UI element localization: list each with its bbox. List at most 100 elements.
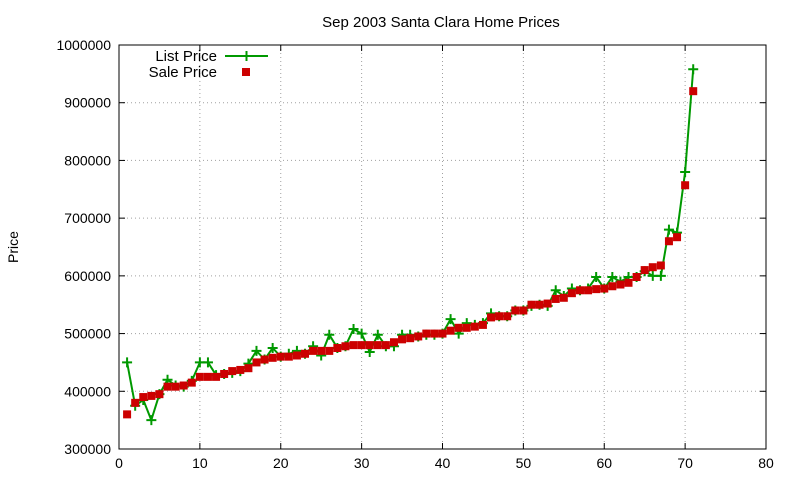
list-price-point xyxy=(251,345,262,356)
sale-price-point xyxy=(454,323,463,332)
sale-price-point xyxy=(260,355,269,364)
chart-title: Sep 2003 Santa Clara Home Prices xyxy=(322,14,560,31)
sale-price-point xyxy=(195,372,204,381)
sale-price-point xyxy=(608,282,617,291)
sale-price-point xyxy=(301,349,310,358)
sale-price-point xyxy=(292,351,301,360)
sale-price-point xyxy=(268,353,277,362)
sale-price-point xyxy=(430,329,439,338)
x-tick-label: 20 xyxy=(273,455,289,471)
list-price-point xyxy=(146,415,157,426)
y-tick-label: 400000 xyxy=(64,383,111,399)
sale-price-point xyxy=(567,289,576,298)
x-tick-label: 60 xyxy=(596,455,612,471)
y-tick-label: 900000 xyxy=(64,95,111,111)
legend-label-sale-price: Sale Price xyxy=(149,64,217,81)
y-axis-label: Price xyxy=(5,231,21,263)
sale-price-point xyxy=(592,285,601,294)
sale-price-point xyxy=(689,87,698,96)
sale-price-point xyxy=(535,300,544,309)
sale-price-point xyxy=(349,341,358,350)
x-tick-label: 50 xyxy=(516,455,532,471)
list-price-point xyxy=(663,224,674,235)
list-price-point xyxy=(372,329,383,340)
sale-price-point xyxy=(276,352,285,361)
sale-price-point xyxy=(478,320,487,329)
sale-price-point xyxy=(171,382,180,391)
sale-price-point xyxy=(648,263,657,272)
sale-price-point xyxy=(187,378,196,387)
sale-price-point xyxy=(438,329,447,338)
list-price-point xyxy=(267,343,278,353)
sale-price-point xyxy=(309,346,318,355)
sale-price-point xyxy=(365,341,374,350)
sale-price-point xyxy=(244,364,253,373)
y-tick-label: 500000 xyxy=(64,326,111,342)
sale-price-point xyxy=(228,367,237,376)
sale-price-point xyxy=(123,410,132,419)
sale-price-point xyxy=(575,286,584,295)
sale-price-point xyxy=(406,334,415,343)
sale-price-point xyxy=(616,280,625,289)
sale-price-point xyxy=(600,284,609,293)
sale-price-point xyxy=(212,372,221,381)
list-price-point xyxy=(445,314,456,325)
sale-price-point xyxy=(511,306,520,315)
sale-price-point xyxy=(381,341,390,350)
sale-price-point xyxy=(317,346,326,355)
list-price-point xyxy=(348,323,359,334)
sale-price-point xyxy=(640,266,649,275)
sale-price-point xyxy=(519,306,528,315)
legend-label-list-price: List Price xyxy=(155,48,217,65)
sale-price-point xyxy=(220,369,229,378)
list-price-point xyxy=(607,272,618,283)
sale-price-point xyxy=(414,332,423,341)
sale-price-point xyxy=(673,233,682,242)
sale-price-point xyxy=(147,391,156,400)
sale-price-point xyxy=(203,372,212,381)
sale-price-point xyxy=(389,338,398,347)
x-tick-label: 0 xyxy=(115,455,123,471)
sale-price-point xyxy=(543,299,552,308)
legend-marker-sale-price xyxy=(242,68,250,76)
sale-price-point xyxy=(179,381,188,390)
sale-price-point xyxy=(559,293,568,302)
list-price-point xyxy=(324,329,335,340)
list-price-point xyxy=(122,357,133,368)
x-tick-label: 80 xyxy=(758,455,774,471)
x-tick-label: 40 xyxy=(435,455,451,471)
legend-marker-list-price xyxy=(241,51,252,61)
sale-price-point xyxy=(163,382,172,391)
series-group xyxy=(122,64,699,426)
sale-price-point xyxy=(656,261,665,270)
y-tick-label: 300000 xyxy=(64,441,111,457)
list-price-point xyxy=(550,285,561,296)
grid-lines xyxy=(119,45,766,449)
list-price-point xyxy=(688,64,699,75)
sale-price-point xyxy=(503,312,512,321)
y-tick-label: 800000 xyxy=(64,152,111,168)
sale-price-point xyxy=(495,312,504,321)
legend: List Price Sale Price xyxy=(149,48,268,81)
sale-price-point xyxy=(155,390,164,399)
sale-price-point xyxy=(284,352,293,361)
sale-price-point xyxy=(664,237,673,246)
list-price-point xyxy=(356,328,367,339)
sale-price-point xyxy=(632,273,641,282)
x-tick-label: 70 xyxy=(677,455,693,471)
sale-price-point xyxy=(462,323,471,332)
list-price-point xyxy=(655,270,666,281)
x-tick-label: 10 xyxy=(192,455,208,471)
y-tick-label: 600000 xyxy=(64,268,111,284)
list-price-point xyxy=(591,272,602,283)
x-tick-label: 30 xyxy=(354,455,370,471)
sale-price-point xyxy=(252,358,261,367)
sale-price-point xyxy=(131,398,140,407)
sale-price-point xyxy=(551,294,560,303)
sale-price-point xyxy=(527,300,536,309)
sale-price-point xyxy=(398,335,407,344)
y-tick-label: 1000000 xyxy=(56,37,111,53)
sale-price-point xyxy=(341,342,350,351)
axis-ticks: 0 10 20 30 40 50 60 70 80 300000 400000 500000 60000… xyxy=(56,37,774,471)
